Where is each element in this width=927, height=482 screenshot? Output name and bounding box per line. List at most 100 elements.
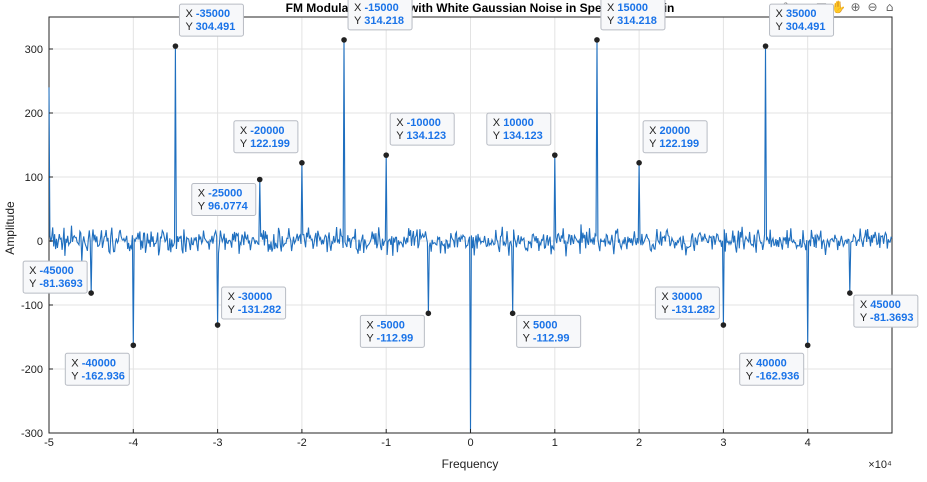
data-tip-y-value: 122.199 xyxy=(659,138,699,150)
data-tip-marker xyxy=(804,342,811,349)
data-tip-y-value: 134.123 xyxy=(406,130,446,142)
data-tip-y-value: -81.3693 xyxy=(39,278,82,290)
data-tip-x-label: X 5000 xyxy=(523,319,558,331)
data-tip-box xyxy=(178,3,244,37)
data-tip-x-value: 10000 xyxy=(503,117,534,129)
data-tip-y-label: Y -162.936 xyxy=(746,370,800,382)
home-icon[interactable]: ⌂ xyxy=(885,0,894,14)
x-tick-label: -3 xyxy=(213,437,223,449)
x-tick-label: 0 xyxy=(467,437,473,449)
data-tip-y-value: -112.99 xyxy=(533,332,570,344)
data-tip-marker xyxy=(425,310,432,317)
data-tip-marker xyxy=(341,37,347,43)
data-tip-y-value: -131.282 xyxy=(672,304,715,316)
data-tip-marker xyxy=(383,152,390,158)
data-tip-box xyxy=(486,112,552,146)
data-tip-marker xyxy=(552,152,558,158)
data-tip-x-value: -5000 xyxy=(377,319,405,331)
data-tip-x-label: X -5000 xyxy=(366,319,405,331)
y-tick-label: 0 xyxy=(37,236,43,248)
data-tip-box xyxy=(853,294,919,328)
axis-ticks: -5 -4 -3 -2 -1 0 1 2 3 4 -300 -200 -100 0 100 200 300 xyxy=(21,44,811,449)
data-tip-x-label: X 20000 xyxy=(649,125,690,137)
y-axis-label: Amplitude xyxy=(3,201,17,255)
data-tip-marker xyxy=(720,322,727,328)
data-tip-x-label: X 30000 xyxy=(661,291,702,303)
data-tip-x-label: X 10000 xyxy=(493,117,534,129)
data-tip-y-label: Y 122.199 xyxy=(240,138,290,150)
data-tip-x-value: -35000 xyxy=(196,8,230,20)
x-tick-label: -4 xyxy=(128,437,138,449)
data-tip-y-value: -162.936 xyxy=(82,370,125,382)
zoom-in-icon[interactable]: ⊕ xyxy=(850,0,861,14)
data-tip-box xyxy=(347,0,413,31)
x-exponent-label: ×10⁴ xyxy=(868,459,892,471)
data-tip-marker xyxy=(509,310,516,317)
data-tip-y-label: Y 314.218 xyxy=(607,15,657,27)
data-tip-y-label: Y -131.282 xyxy=(228,304,282,316)
data-tip-box xyxy=(233,120,299,154)
data-tip-y-value: 96.0774 xyxy=(208,201,249,213)
y-tick-label: 300 xyxy=(25,44,43,56)
data-tip-y-label: Y -162.936 xyxy=(71,370,125,382)
data-tip-marker xyxy=(594,37,600,43)
data-tip-y-value: 304.491 xyxy=(786,21,826,33)
zoom-out-icon[interactable]: ⊖ xyxy=(867,0,878,14)
data-tip-y-value: -112.99 xyxy=(377,332,414,344)
data-tip-marker xyxy=(762,43,769,49)
data-tip-y-label: Y -81.3693 xyxy=(860,312,914,324)
data-tip-box xyxy=(22,260,88,294)
data-tip-y-label: Y 134.123 xyxy=(493,130,543,142)
data-tip-y-value: -81.3693 xyxy=(870,312,913,324)
data-tip-x-value: 35000 xyxy=(786,8,817,20)
data-tip-y-label: Y 134.123 xyxy=(396,130,446,142)
data-tip-y-label: Y -131.282 xyxy=(661,304,715,316)
data-tip-marker xyxy=(130,342,137,349)
pan-hand-icon[interactable]: ✋ xyxy=(831,0,846,14)
data-tip-box xyxy=(359,314,425,348)
x-tick-label: -5 xyxy=(44,437,54,449)
data-tip-x-label: X -20000 xyxy=(240,125,285,137)
data-tip-x-label: X 35000 xyxy=(776,8,817,20)
data-tip-y-value: -131.282 xyxy=(238,304,281,316)
data-tip-y-label: Y -112.99 xyxy=(523,332,570,344)
data-tip-x-value: 30000 xyxy=(672,291,703,303)
data-tip-y-label: Y 96.0774 xyxy=(198,201,249,213)
data-tip-x-value: -40000 xyxy=(82,357,116,369)
data-tip-y-value: 134.123 xyxy=(503,130,543,142)
data-tip-box xyxy=(769,3,835,37)
data-tip-box xyxy=(642,120,708,154)
data-tip-x-label: X -30000 xyxy=(228,291,273,303)
data-tip-x-label: X -35000 xyxy=(185,8,230,20)
data-tip-box xyxy=(191,183,257,217)
data-tip-y-label: Y -112.99 xyxy=(366,332,413,344)
data-tip-marker xyxy=(299,159,305,166)
y-tick-label: 100 xyxy=(25,172,43,184)
x-tick-label: -2 xyxy=(297,437,307,449)
data-tip-x-label: X -45000 xyxy=(29,265,74,277)
x-tick-label: 1 xyxy=(552,437,558,449)
data-tip-x-value: 15000 xyxy=(617,2,648,14)
data-tip-y-value: 122.199 xyxy=(250,138,290,150)
x-tick-label: 4 xyxy=(805,437,811,449)
y-tick-label: -200 xyxy=(21,364,43,376)
